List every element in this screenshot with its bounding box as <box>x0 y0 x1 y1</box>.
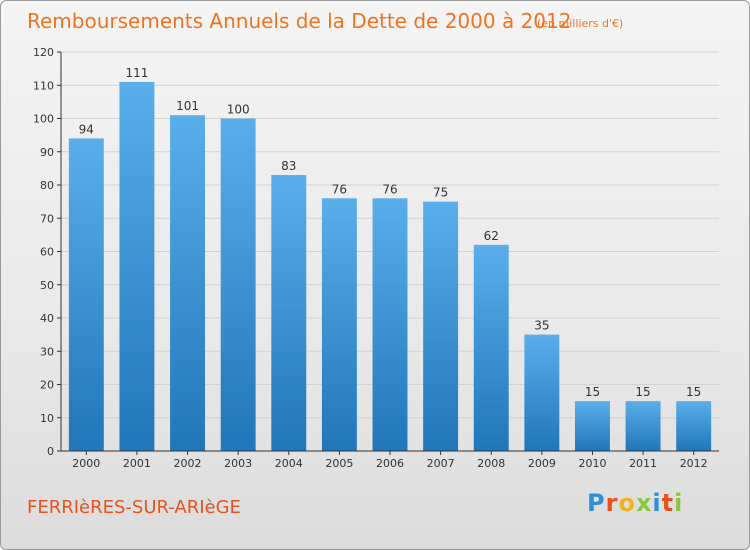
data-label: 94 <box>79 122 94 136</box>
data-label: 100 <box>227 103 250 117</box>
x-tick-label: 2000 <box>72 457 100 470</box>
bar <box>676 401 712 451</box>
logo-letter: i <box>652 489 662 517</box>
y-tick-label: 40 <box>40 312 54 325</box>
bar <box>423 201 459 451</box>
bar <box>170 115 206 452</box>
x-tick-label: 2012 <box>680 457 708 470</box>
y-tick-label: 90 <box>40 146 54 159</box>
bar <box>473 244 509 451</box>
data-label: 75 <box>433 186 448 200</box>
data-label: 76 <box>332 182 347 196</box>
proxiti-logo: Proxiti <box>587 489 683 517</box>
data-label: 15 <box>635 385 650 399</box>
x-tick-label: 2007 <box>427 457 455 470</box>
data-label: 76 <box>382 182 397 196</box>
x-tick-label: 2003 <box>224 457 252 470</box>
logo-letter: o <box>618 489 636 517</box>
x-tick-label: 2008 <box>477 457 505 470</box>
bar <box>524 334 560 451</box>
labels: 0 10 20 30 40 50 60 70 80 90 100 110 120 94 2000 111 200… <box>33 46 708 470</box>
bar <box>119 81 155 452</box>
bars <box>68 81 712 452</box>
chart-subtitle: (en milliers d'€) <box>537 17 624 30</box>
data-label: 101 <box>176 99 199 113</box>
x-tick-label: 2005 <box>325 457 353 470</box>
bar <box>271 175 307 451</box>
y-tick-label: 70 <box>40 212 54 225</box>
y-tick-label: 100 <box>33 113 54 126</box>
x-tick-label: 2002 <box>174 457 202 470</box>
data-label: 15 <box>585 385 600 399</box>
bar <box>68 138 104 451</box>
logo-letter: i <box>674 489 684 517</box>
bar <box>321 198 357 451</box>
x-tick-label: 2004 <box>275 457 303 470</box>
y-tick-label: 50 <box>40 279 54 292</box>
data-label: 35 <box>534 319 549 333</box>
logo-letter: t <box>661 489 675 517</box>
x-tick-label: 2001 <box>123 457 151 470</box>
y-tick-label: 110 <box>33 79 54 92</box>
bar <box>574 401 610 451</box>
y-tick-label: 60 <box>40 246 54 259</box>
data-label: 62 <box>484 229 499 243</box>
y-tick-label: 80 <box>40 179 54 192</box>
data-label: 83 <box>281 159 296 173</box>
chart-title: Remboursements Annuels de la Dette de 20… <box>27 9 572 33</box>
data-label: 15 <box>686 385 701 399</box>
logo-letter: x <box>635 489 653 517</box>
axes <box>57 51 719 455</box>
x-tick-label: 2011 <box>629 457 657 470</box>
bar <box>372 198 408 451</box>
y-tick-label: 20 <box>40 379 54 392</box>
x-tick-label: 2010 <box>578 457 606 470</box>
x-tick-label: 2009 <box>528 457 556 470</box>
data-label: 111 <box>125 66 148 80</box>
logo-letter: P <box>587 489 606 517</box>
x-tick-label: 2006 <box>376 457 404 470</box>
bar <box>220 118 256 451</box>
y-tick-label: 0 <box>47 445 54 458</box>
y-tick-label: 10 <box>40 412 54 425</box>
bar <box>625 401 661 451</box>
y-tick-label: 120 <box>33 46 54 59</box>
logo-letter: r <box>605 489 619 517</box>
y-tick-label: 30 <box>40 345 54 358</box>
town-name: FERRIèRES-SUR-ARIèGE <box>27 497 241 518</box>
